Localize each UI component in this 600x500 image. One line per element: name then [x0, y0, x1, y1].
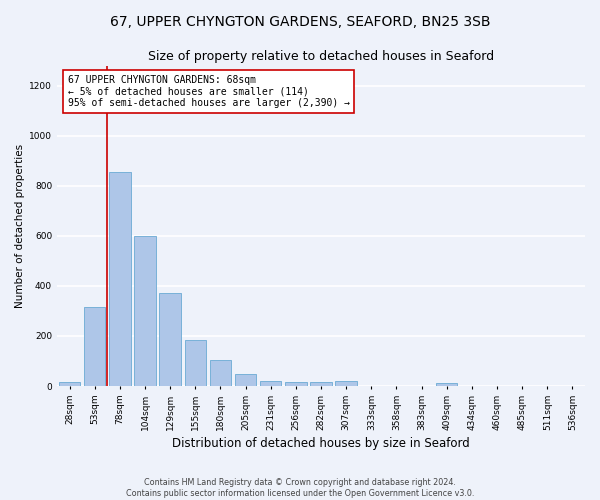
Bar	[335, 381, 357, 386]
Title: Size of property relative to detached houses in Seaford: Size of property relative to detached ho…	[148, 50, 494, 63]
Bar	[59, 382, 80, 386]
Bar	[185, 340, 206, 386]
Bar	[84, 307, 106, 386]
Bar	[134, 236, 156, 386]
Bar	[436, 383, 457, 386]
Text: Contains HM Land Registry data © Crown copyright and database right 2024.
Contai: Contains HM Land Registry data © Crown c…	[126, 478, 474, 498]
Bar	[260, 380, 281, 386]
Bar	[235, 374, 256, 386]
Y-axis label: Number of detached properties: Number of detached properties	[15, 144, 25, 308]
Text: 67, UPPER CHYNGTON GARDENS, SEAFORD, BN25 3SB: 67, UPPER CHYNGTON GARDENS, SEAFORD, BN2…	[110, 15, 490, 29]
Bar	[285, 382, 307, 386]
Bar	[160, 294, 181, 386]
Bar	[109, 172, 131, 386]
Bar	[210, 360, 231, 386]
Text: 67 UPPER CHYNGTON GARDENS: 68sqm
← 5% of detached houses are smaller (114)
95% o: 67 UPPER CHYNGTON GARDENS: 68sqm ← 5% of…	[68, 75, 350, 108]
X-axis label: Distribution of detached houses by size in Seaford: Distribution of detached houses by size …	[172, 437, 470, 450]
Bar	[310, 382, 332, 386]
